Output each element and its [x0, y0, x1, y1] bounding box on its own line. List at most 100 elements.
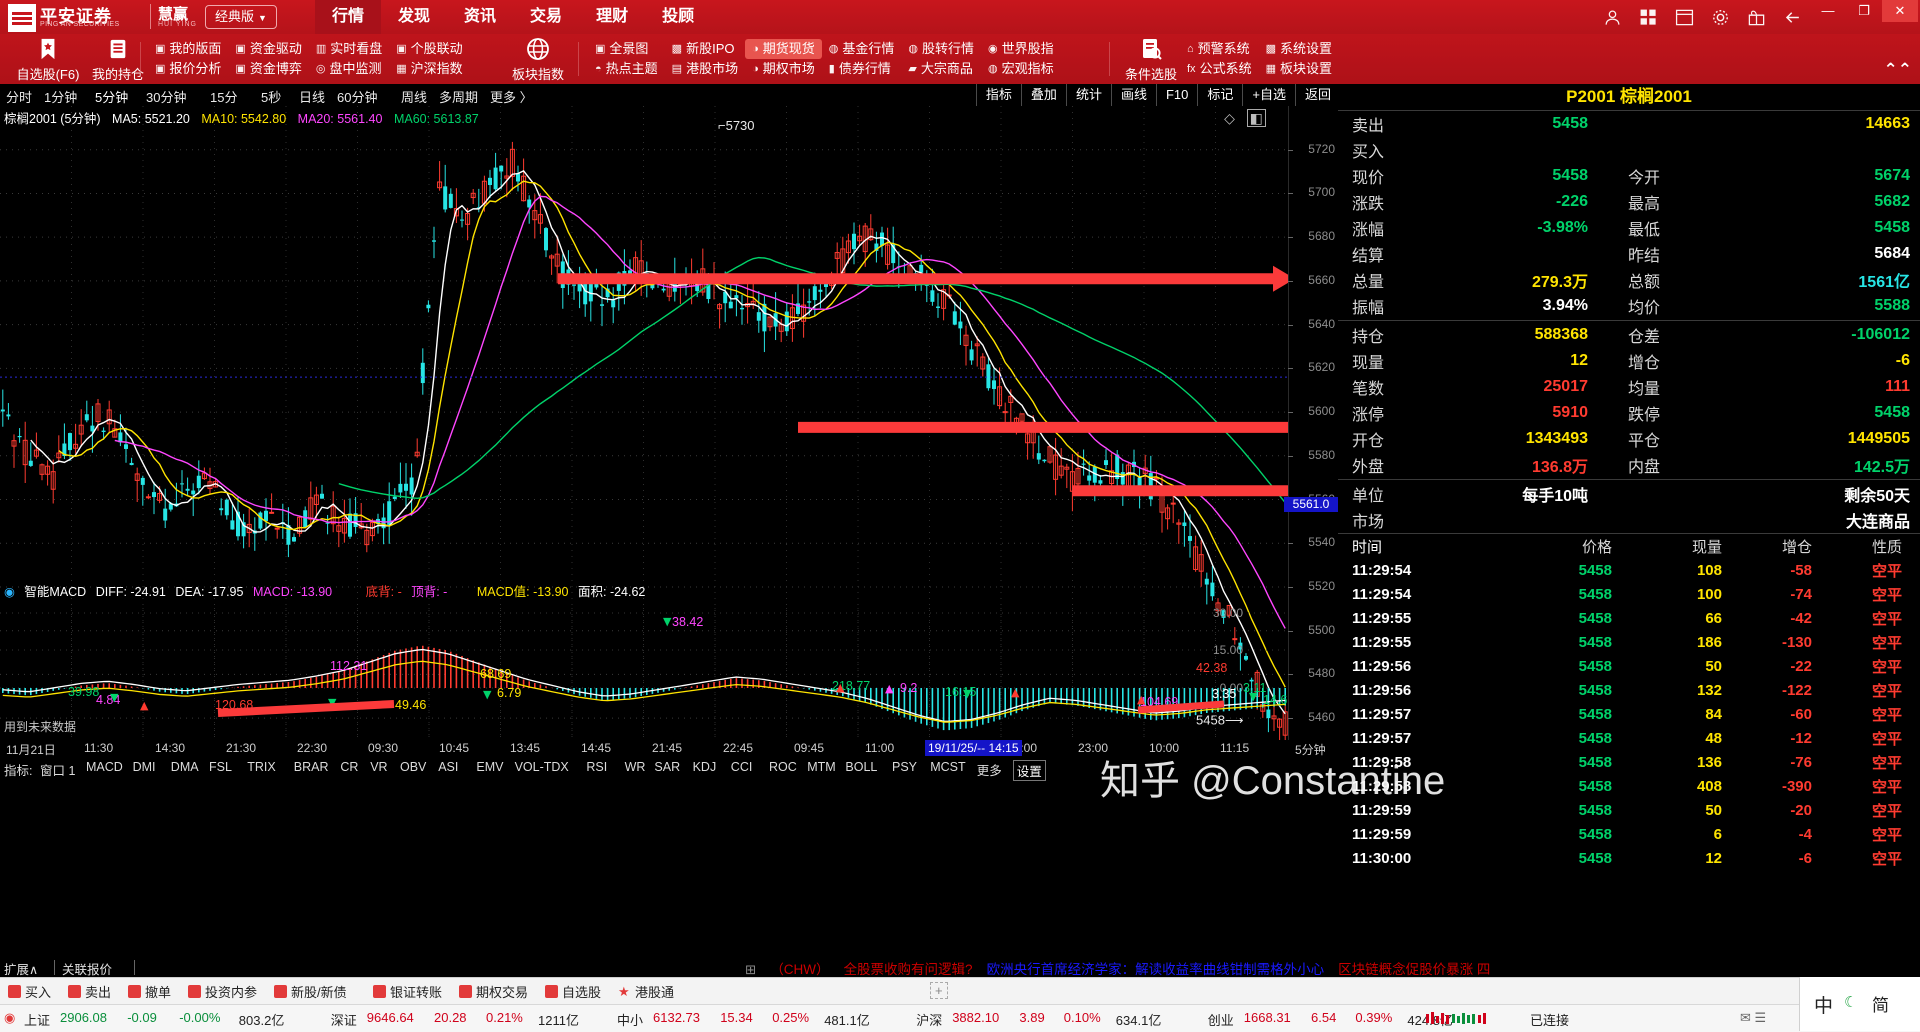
- toolbar-item-沪深指数[interactable]: ▦沪深指数: [389, 59, 469, 79]
- ext-扩展∧[interactable]: 扩展∧: [4, 959, 38, 978]
- indicator-ASI[interactable]: ASI: [438, 760, 458, 774]
- indicator-CR[interactable]: CR: [340, 760, 358, 774]
- trade-期权交易[interactable]: 期权交易: [459, 982, 528, 1001]
- ime-indicator[interactable]: 中 ☾ 简: [1799, 977, 1920, 1031]
- chart-tool-返回[interactable]: 返回: [1295, 84, 1340, 106]
- trade-港股通[interactable]: ★港股通: [618, 982, 674, 1001]
- period-60分钟[interactable]: 60分钟: [337, 87, 377, 106]
- news-text-1[interactable]: （CHW）: [770, 962, 829, 977]
- minimize-button[interactable]: —: [1810, 0, 1846, 22]
- nav-item-1[interactable]: 发现: [381, 0, 447, 34]
- period-更多 〉[interactable]: 更多 〉: [490, 87, 533, 106]
- toolbar-item-资金驱动[interactable]: ▣资金驱动: [228, 39, 308, 59]
- indicator-OBV[interactable]: OBV: [400, 760, 426, 774]
- chart-tool-指标[interactable]: 指标: [976, 84, 1021, 106]
- news-text-4[interactable]: 区块链概念促股价暴涨 四: [1338, 962, 1490, 977]
- toolbar-item-新股IPO[interactable]: ▩新股IPO: [665, 39, 745, 59]
- close-button[interactable]: ✕: [1882, 0, 1918, 22]
- trade-投资内参[interactable]: 投资内参: [188, 982, 257, 1001]
- toolbar-group-1[interactable]: ▣我的版面▣报价分析▣资金驱动▣资金博弈▥实时看盘◎盘中监测▣个股联动▦沪深指数: [148, 39, 470, 79]
- gift-icon[interactable]: [1747, 8, 1766, 27]
- header-actions[interactable]: [1603, 0, 1802, 34]
- period-5秒[interactable]: 5秒: [261, 87, 281, 106]
- table-row[interactable]: 11:29:56545850-22空平: [1338, 654, 1920, 678]
- chart-mode-icons[interactable]: ◇ ◧: [1224, 110, 1266, 127]
- indicator-RSI[interactable]: RSI: [586, 760, 607, 774]
- toolbar-item-系统设置[interactable]: ▩系统设置: [1259, 39, 1339, 59]
- diamond-icon[interactable]: ◇: [1224, 110, 1235, 126]
- trade-买入[interactable]: 买入: [8, 982, 51, 1001]
- nav-item-3[interactable]: 交易: [513, 0, 579, 34]
- chart-tools-bar[interactable]: 指标叠加统计画线F10标记+自选返回: [976, 84, 1340, 106]
- split-view-icon[interactable]: ◧: [1247, 109, 1266, 127]
- indicator-WR[interactable]: WR: [625, 760, 646, 774]
- mail-icon[interactable]: ✉ ☰: [1740, 1010, 1766, 1026]
- period-日线[interactable]: 日线: [299, 87, 325, 106]
- table-row[interactable]: 11:29:57545848-12空平: [1338, 726, 1920, 750]
- nav-item-4[interactable]: 理财: [579, 0, 645, 34]
- toolbar-item-盘中监测[interactable]: ◎盘中监测: [309, 59, 389, 79]
- toolbar-item-实时看盘[interactable]: ▥实时看盘: [309, 39, 389, 59]
- toolbar-item-全景图[interactable]: ▣全景图: [588, 39, 665, 59]
- period-周线[interactable]: 周线: [401, 87, 427, 106]
- indicator-更多[interactable]: 更多: [977, 760, 1002, 779]
- ext-关联报价[interactable]: 关联报价: [62, 959, 112, 978]
- trade-银证转账[interactable]: 银证转账: [373, 982, 442, 1001]
- indicator-VR[interactable]: VR: [370, 760, 387, 774]
- user-icon[interactable]: [1603, 8, 1622, 27]
- table-row[interactable]: 11:29:555458186-130空平: [1338, 630, 1920, 654]
- toolbar-item-我的版面[interactable]: ▣我的版面: [148, 39, 228, 59]
- window-controls[interactable]: —❐✕: [1810, 0, 1918, 22]
- indicator-VOL-TDX[interactable]: VOL-TDX: [515, 760, 569, 774]
- main-nav[interactable]: 行情发现资讯交易理财投顾: [315, 0, 711, 34]
- toolbar-item-预警系统[interactable]: ⌂预警系统: [1180, 39, 1259, 59]
- toolbar-item-债券行情[interactable]: ▮债券行情: [822, 59, 902, 79]
- period-15分[interactable]: 15分: [210, 87, 237, 106]
- news-text-2[interactable]: 全股票收购有问逻辑?: [844, 962, 973, 977]
- add-trade-button[interactable]: +: [930, 982, 948, 999]
- toolbar-item-个股联动[interactable]: ▣个股联动: [389, 39, 469, 59]
- window-layout-icon[interactable]: [1675, 8, 1694, 27]
- toolbar-item-大宗商品[interactable]: ▰大宗商品: [901, 59, 981, 79]
- toolbar-item-公式系统[interactable]: fx公式系统: [1180, 59, 1259, 79]
- period-分时[interactable]: 分时: [6, 87, 32, 106]
- version-selector[interactable]: 经典版▼: [205, 5, 277, 29]
- toolbar-item-期货现货[interactable]: ◑期货现货: [745, 39, 822, 59]
- trade-toolbar[interactable]: 买入卖出撤单投资内参新股/新债银证转账期权交易自选股★港股通+: [0, 977, 1920, 1005]
- toolbar-item-基金行情[interactable]: ◍基金行情: [822, 39, 902, 59]
- toolbar-sector-index[interactable]: 板块指数: [490, 37, 586, 83]
- indicator-PSY[interactable]: PSY: [892, 760, 917, 774]
- toolbar-item-港股市场[interactable]: ▤港股市场: [665, 59, 745, 79]
- trade-新股/新债[interactable]: 新股/新债: [274, 982, 347, 1001]
- indicator-EMV[interactable]: EMV: [476, 760, 503, 774]
- indicator-BOLL[interactable]: BOLL: [845, 760, 877, 774]
- toolbar-item-世界股指[interactable]: ◉世界股指: [981, 39, 1061, 59]
- indicator-CCI[interactable]: CCI: [731, 760, 753, 774]
- gear-icon[interactable]: [1711, 8, 1730, 27]
- indicator-MACD[interactable]: MACD: [86, 760, 123, 774]
- table-row[interactable]: 11:29:545458100-74空平: [1338, 582, 1920, 606]
- macd-chart[interactable]: 30.0015.000.00112.3168.69120.6849.466.79…: [0, 578, 1288, 740]
- news-ticker[interactable]: ⊞ （CHW） 全股票收购有问逻辑? 欧洲央行首席经济学家：解读收益率曲线钳制需格外小…: [745, 958, 1504, 978]
- toolbar-group-3[interactable]: ⌂预警系统fx公式系统▩系统设置▦板块设置: [1180, 39, 1339, 79]
- indicator-SAR[interactable]: SAR: [654, 760, 680, 774]
- indicator-FSL[interactable]: FSL: [209, 760, 232, 774]
- table-row[interactable]: 11:29:545458108-58空平: [1338, 558, 1920, 582]
- add-news-icon[interactable]: ⊞: [745, 962, 756, 977]
- toolbar-item-报价分析[interactable]: ▣报价分析: [148, 59, 228, 79]
- indicator-TRIX[interactable]: TRIX: [247, 760, 275, 774]
- toolbar-item-期权市场[interactable]: ◑期权市场: [745, 59, 822, 79]
- collapse-toolbar-icon[interactable]: ⌃⌃: [1884, 60, 1913, 80]
- toolbar-item-热点主题[interactable]: ◓热点主题: [588, 59, 665, 79]
- chart-tool-F10[interactable]: F10: [1156, 84, 1197, 106]
- back-arrow-icon[interactable]: [1783, 8, 1802, 27]
- toolbar-group-2[interactable]: ▣全景图◓热点主题▩新股IPO▤港股市场◑期货现货◑期权市场◍基金行情▮债券行情…: [588, 39, 1061, 79]
- table-row[interactable]: 11:29:5954586-4空平: [1338, 822, 1920, 846]
- indicator-DMA[interactable]: DMA: [171, 760, 199, 774]
- ime-mode[interactable]: 简: [1872, 991, 1889, 1016]
- indicator-settings[interactable]: 设置: [1013, 760, 1046, 781]
- news-text-3[interactable]: 欧洲央行首席经济学家：解读收益率曲线钳制需格外小心: [987, 962, 1325, 977]
- period-5分钟[interactable]: 5分钟: [95, 87, 128, 106]
- nav-item-0[interactable]: 行情: [315, 0, 381, 34]
- indicator-DMI[interactable]: DMI: [133, 760, 156, 774]
